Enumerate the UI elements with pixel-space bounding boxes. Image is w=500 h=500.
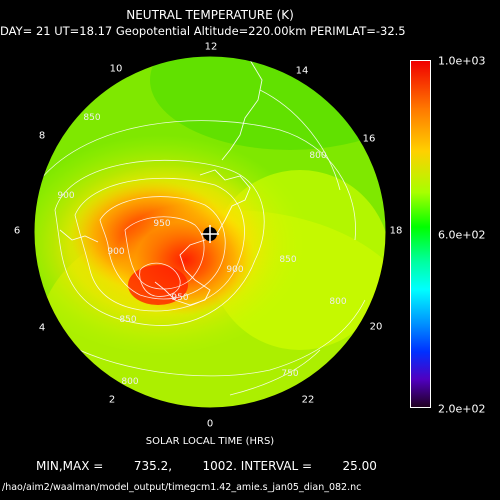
min-max-interval: MIN,MAX = 735.2, 1002. INTERVAL = 25.00	[36, 459, 377, 473]
lt-label-8: 8	[38, 130, 46, 142]
lt-label-14: 14	[295, 65, 309, 77]
lt-label-4: 4	[38, 322, 46, 334]
contour-label: 900	[226, 265, 244, 275]
lt-label-6: 6	[13, 225, 21, 237]
colorbar-max-label: 1.0e+03	[438, 54, 486, 68]
contour-label: 800	[309, 151, 327, 161]
contour-label: 900	[107, 247, 125, 257]
chart-title: NEUTRAL TEMPERATURE (K)	[126, 8, 294, 22]
lt-label-22: 22	[301, 394, 315, 406]
x-axis-label: SOLAR LOCAL TIME (HRS)	[145, 436, 275, 447]
contour-label: 950	[153, 219, 171, 229]
lt-label-12: 12	[204, 41, 218, 53]
contour-label: 900	[57, 191, 75, 201]
colorbar-min-label: 2.0e+02	[438, 402, 486, 416]
contour-label: 800	[121, 377, 139, 387]
lt-label-18: 18	[389, 225, 403, 237]
plot-border	[33, 55, 387, 409]
lt-label-10: 10	[109, 63, 123, 75]
colorbar-mid-label: 6.0e+02	[438, 228, 486, 242]
lt-label-0: 0	[206, 418, 214, 430]
lt-label-16: 16	[362, 133, 376, 145]
lt-label-20: 20	[369, 321, 383, 333]
contour-label: 750	[281, 369, 299, 379]
file-path: /hao/aim2/waalman/model_output/timegcm1.…	[2, 482, 362, 493]
contour-label: 850	[83, 113, 101, 123]
contour-label: 850	[279, 255, 297, 265]
crosshair-icon	[201, 225, 219, 243]
contour-label: 850	[119, 315, 137, 325]
chart-subtitle: DAY= 21 UT=18.17 Geopotential Altitude=2…	[0, 24, 406, 38]
contour-label: 950	[171, 293, 189, 303]
lt-label-2: 2	[108, 394, 116, 406]
contour-label: 800	[329, 297, 347, 307]
colorbar	[410, 60, 431, 408]
